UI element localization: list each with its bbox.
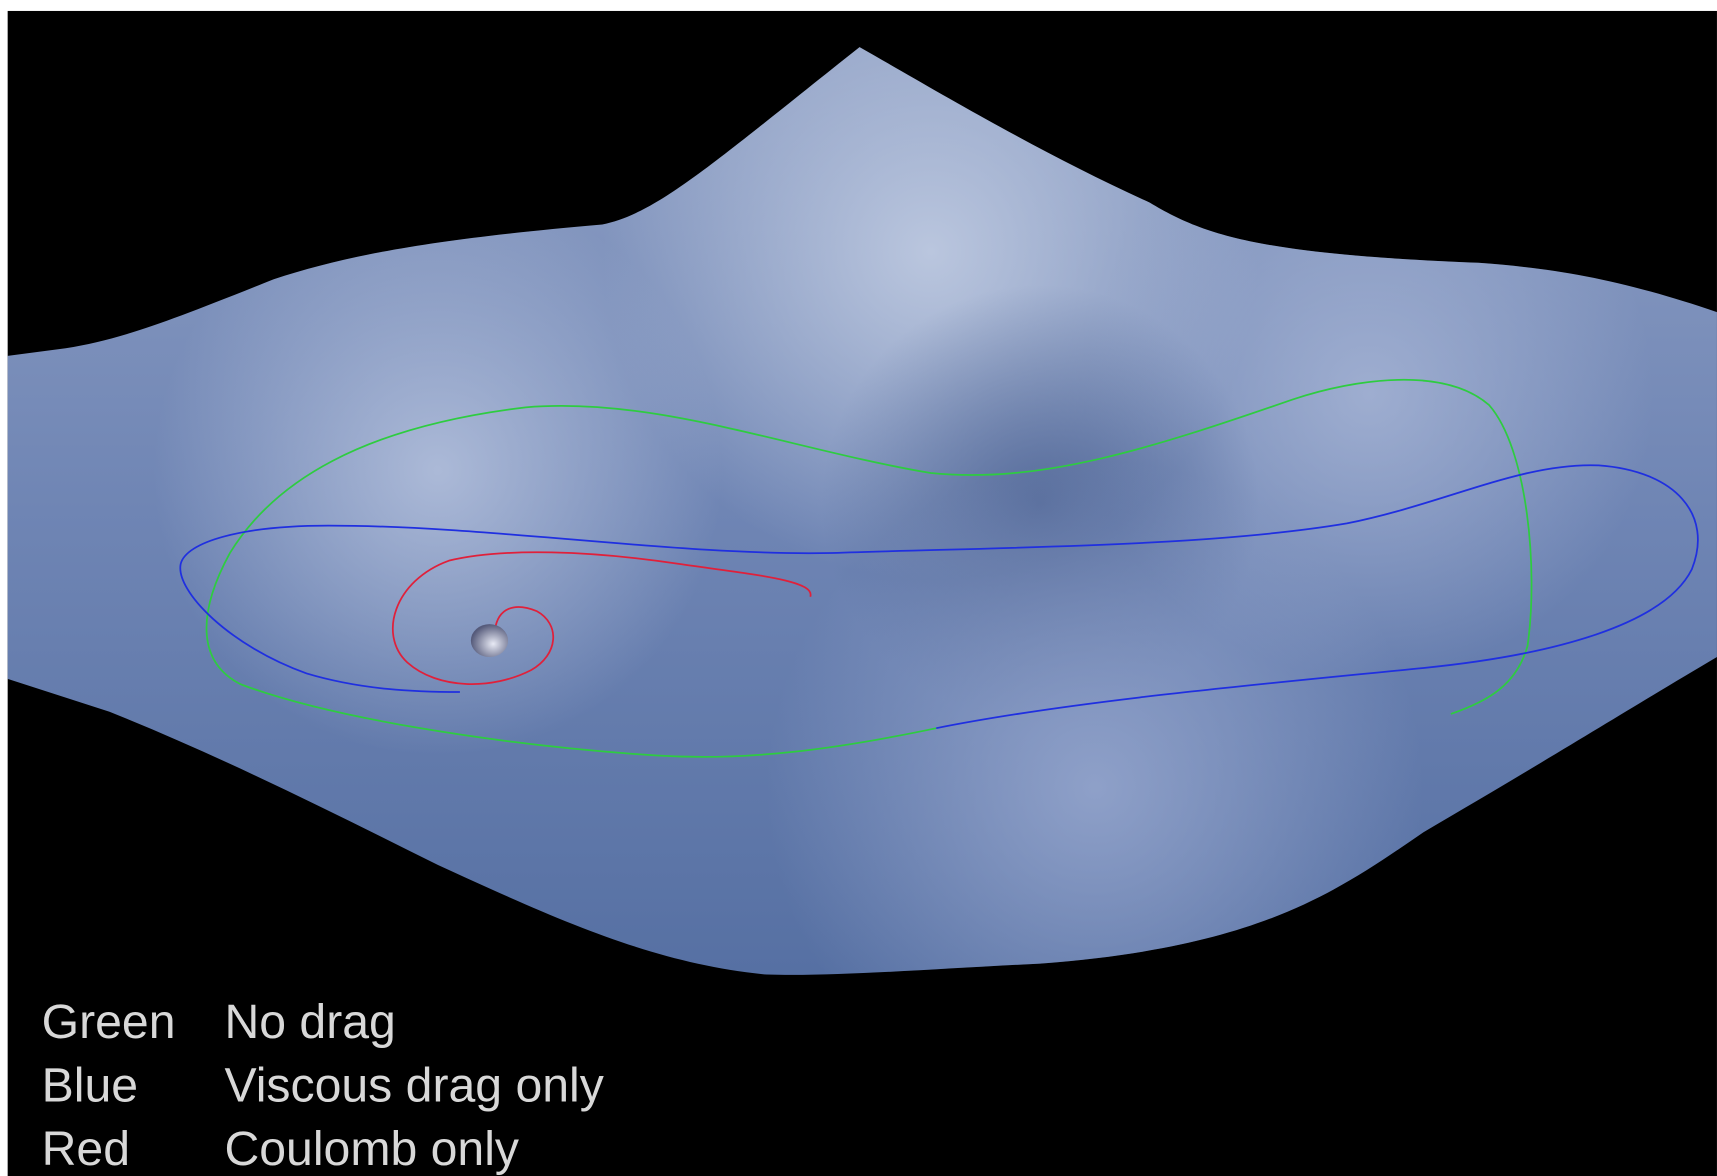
legend-color: Green — [42, 995, 176, 1049]
ball — [471, 624, 508, 657]
legend-color: Blue — [42, 1059, 138, 1113]
page: Green No drag Blue Viscous drag only Red… — [0, 0, 1717, 1176]
legend-label: Viscous drag only — [224, 1059, 603, 1113]
legend-label: Coulomb only — [224, 1122, 519, 1176]
legend-color: Red — [42, 1122, 130, 1176]
legend-label: No drag — [224, 995, 395, 1049]
view: Green No drag Blue Viscous drag only Red… — [8, 11, 1717, 1176]
scene: Green No drag Blue Viscous drag only Red… — [0, 0, 1717, 1176]
